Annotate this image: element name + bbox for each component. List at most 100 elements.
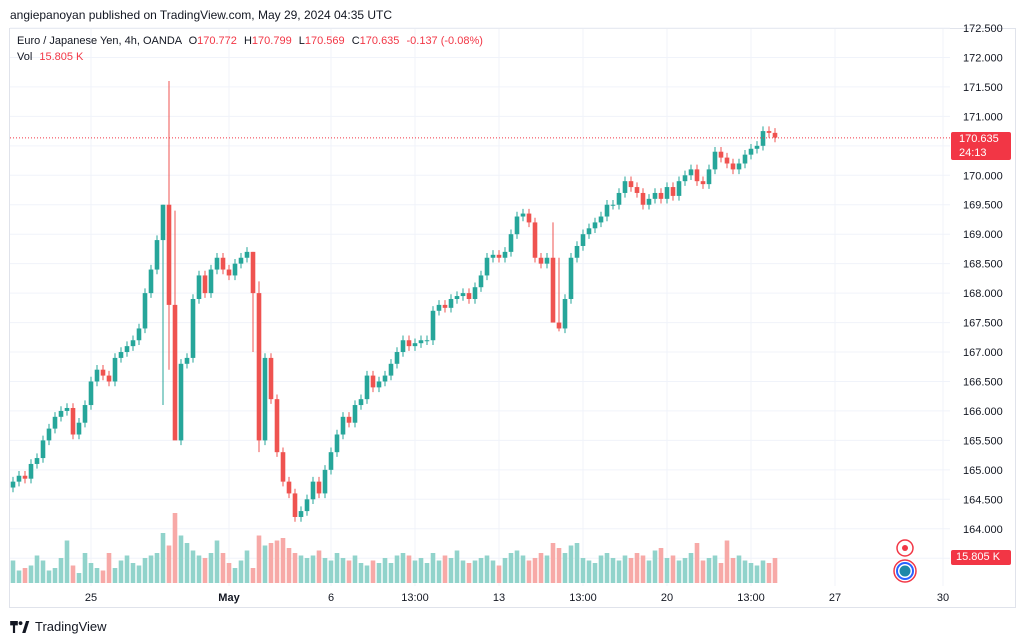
candle-body bbox=[352, 405, 358, 423]
price-tick-label: 166.500 bbox=[963, 376, 1003, 388]
time-axis[interactable]: 25 May 6 13:00 13 13:00 20 13:00 27 30 bbox=[85, 592, 949, 604]
candle-body bbox=[496, 254, 502, 258]
volume-bar bbox=[454, 550, 460, 583]
volume-bar bbox=[460, 560, 466, 583]
candle-body bbox=[592, 222, 598, 229]
candle-body bbox=[292, 493, 298, 517]
candle-body bbox=[766, 131, 772, 133]
volume-bar bbox=[430, 553, 436, 583]
footer-brand[interactable]: TradingView bbox=[10, 619, 107, 634]
candle-body bbox=[202, 275, 208, 294]
low-value: 170.569 bbox=[304, 35, 345, 47]
candle-body bbox=[268, 357, 274, 400]
volume-bar bbox=[580, 558, 586, 583]
close-value: 170.635 bbox=[359, 35, 400, 47]
price-axis[interactable]: 172.500172.000171.500171.000170.500170.0… bbox=[963, 23, 1003, 565]
candle-body bbox=[454, 296, 460, 299]
candle-body bbox=[334, 434, 340, 453]
candle-body bbox=[94, 369, 100, 382]
volume-bar bbox=[664, 558, 670, 583]
price-tick-label: 167.500 bbox=[963, 318, 1003, 330]
candle-body bbox=[580, 234, 586, 246]
volume-bar bbox=[382, 558, 388, 583]
candle-body bbox=[574, 245, 580, 258]
volume-bar bbox=[646, 560, 652, 583]
low-label: L bbox=[298, 35, 305, 47]
volume-bar bbox=[520, 555, 526, 583]
candle-body bbox=[154, 240, 160, 270]
volume-bar bbox=[136, 565, 142, 583]
volume-bar bbox=[106, 553, 112, 583]
event-markers[interactable] bbox=[893, 539, 917, 583]
candle-body bbox=[136, 328, 142, 341]
candle-body bbox=[346, 416, 352, 423]
volume-bar bbox=[604, 553, 610, 583]
volume-bar bbox=[202, 558, 208, 583]
candle-body bbox=[178, 363, 184, 441]
volume-bar bbox=[352, 555, 358, 583]
candle-body bbox=[640, 192, 646, 205]
candle-body bbox=[64, 407, 70, 411]
volume-bar bbox=[622, 555, 628, 583]
volume-bar bbox=[40, 560, 46, 583]
volume-bar bbox=[220, 553, 226, 583]
volume-bar bbox=[112, 568, 118, 583]
volume-bar bbox=[274, 540, 280, 583]
candle-body bbox=[688, 169, 694, 176]
candle-body bbox=[412, 343, 418, 347]
volume-bar bbox=[514, 550, 520, 583]
candle-body bbox=[286, 481, 292, 494]
candle-body bbox=[748, 148, 754, 155]
volume-bar bbox=[226, 563, 232, 583]
volume-bar bbox=[502, 558, 508, 583]
close-label: C bbox=[351, 35, 360, 47]
candle-body bbox=[184, 357, 190, 364]
candle-body bbox=[742, 154, 748, 164]
volume-bar bbox=[304, 558, 310, 583]
volume-bar bbox=[490, 560, 496, 583]
price-tick-label: 167.000 bbox=[963, 347, 1003, 359]
candle-body bbox=[370, 375, 376, 388]
candle-body bbox=[226, 269, 232, 276]
time-tick-label: 13:00 bbox=[401, 592, 429, 604]
candle-body bbox=[436, 304, 442, 311]
volume-bar bbox=[448, 558, 454, 583]
candle-body bbox=[418, 340, 424, 344]
volume-bar bbox=[124, 555, 130, 583]
volume-bar bbox=[322, 558, 328, 583]
candle-body bbox=[40, 440, 46, 459]
time-tick-label: 13:00 bbox=[569, 592, 597, 604]
candle-body bbox=[526, 213, 532, 223]
high-value: 170.799 bbox=[251, 35, 292, 47]
time-tick-label: 25 bbox=[85, 592, 97, 604]
price-tick-label: 164.000 bbox=[963, 524, 1003, 536]
volume-bar bbox=[214, 540, 220, 583]
volume-bar bbox=[346, 560, 352, 583]
candle-body bbox=[520, 213, 526, 217]
volume-bar bbox=[472, 560, 478, 583]
volume-bar bbox=[688, 553, 694, 583]
symbol-name[interactable]: Euro / Japanese Yen, 4h, OANDA bbox=[17, 35, 182, 47]
candle-body bbox=[694, 169, 700, 182]
footer-brand-label: TradingView bbox=[35, 619, 107, 634]
volume-bar bbox=[268, 543, 274, 583]
volume-bar bbox=[496, 565, 502, 583]
volume-bar bbox=[364, 565, 370, 583]
volume-label[interactable]: Vol bbox=[17, 51, 33, 63]
candle-body bbox=[322, 469, 328, 494]
candle-body bbox=[484, 257, 490, 276]
volume-bar bbox=[748, 563, 754, 583]
candle-body bbox=[616, 192, 622, 205]
volume-bar bbox=[16, 570, 22, 583]
volume-bar bbox=[436, 560, 442, 583]
volume-bar bbox=[340, 558, 346, 583]
price-tick-label: 164.500 bbox=[963, 494, 1003, 506]
candle-body bbox=[160, 204, 166, 241]
candle-body bbox=[754, 145, 760, 149]
candle-body bbox=[400, 340, 406, 353]
candle-body bbox=[46, 428, 52, 441]
price-tick-label: 169.000 bbox=[963, 229, 1003, 241]
candle-body bbox=[148, 269, 154, 294]
volume-bar bbox=[652, 550, 658, 583]
